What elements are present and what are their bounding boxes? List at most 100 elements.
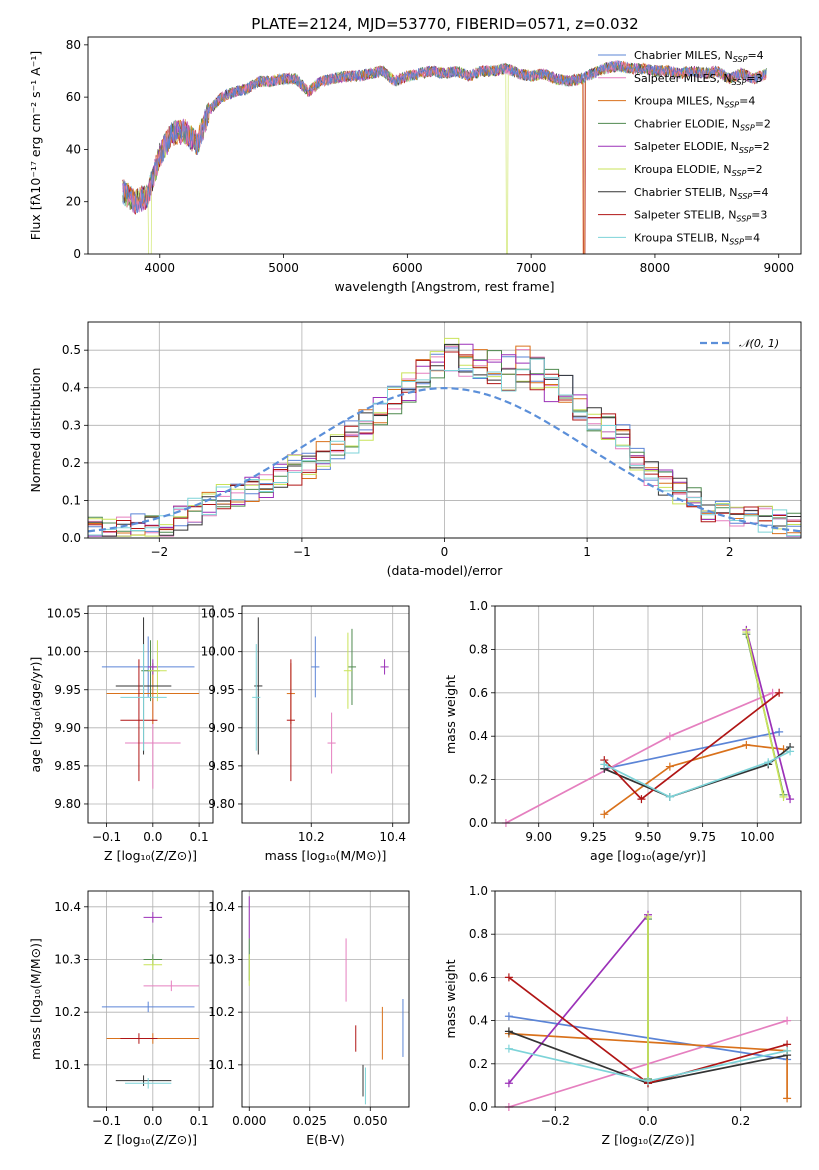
y-tick-label: 10.05 xyxy=(47,607,81,621)
legend-entry: Chabrier STELIB, NSSP=4 xyxy=(634,186,768,201)
x-tick-label: −0.1 xyxy=(92,1114,121,1128)
mass-vs-metallicity-panel: −0.1 0.0 0.1 10.1 10.2 10.3 10.4 Z [log₁₀(Z/Z⊙)… xyxy=(28,890,214,1147)
legend-entry: Kroupa MILES, NSSP=4 xyxy=(634,95,755,110)
y-tick-label: 0.6 xyxy=(469,970,488,984)
x-tick-label: 6000 xyxy=(392,261,423,275)
y-tick-label: 60 xyxy=(66,90,81,104)
normal-curve xyxy=(88,386,801,533)
axes-frame xyxy=(241,890,410,1108)
weight-marker xyxy=(644,1077,652,1086)
x-tick-label: −0.1 xyxy=(92,830,121,844)
axes-frame xyxy=(87,605,214,824)
legend-entry: 𝒩(0, 1) xyxy=(739,337,779,350)
y-tick-label: 9.95 xyxy=(208,683,235,697)
y-tick-label: 0.6 xyxy=(469,686,488,700)
legend-entry: Kroupa STELIB, NSSP=4 xyxy=(634,231,760,246)
histogram-step xyxy=(88,351,801,533)
weight-marker xyxy=(783,1016,792,1025)
x-tick-label: 0.1 xyxy=(190,830,209,844)
x-tick-label: 8000 xyxy=(640,261,671,275)
y-tick-label: 10.00 xyxy=(201,645,235,659)
x-axis-label: age [log₁₀(age/yr)] xyxy=(590,848,706,863)
x-tick-label: 0.2 xyxy=(731,1114,750,1128)
y-axis-label: mass weight xyxy=(443,675,458,754)
weight-marker xyxy=(786,795,795,804)
x-tick-label: 9.75 xyxy=(689,830,716,844)
x-tick-label: −1 xyxy=(293,545,311,559)
y-tick-label: 9.90 xyxy=(54,721,81,735)
weight-marker xyxy=(665,762,674,771)
y-tick-label: 9.85 xyxy=(208,759,235,773)
weight-marker xyxy=(504,1079,513,1088)
y-tick-label: 10.1 xyxy=(54,1058,81,1072)
x-tick-label: 0.1 xyxy=(190,1114,209,1128)
axes-frame xyxy=(494,605,802,824)
y-tick-label: 9.85 xyxy=(54,759,81,773)
legend-entry: Chabrier ELODIE, NSSP=2 xyxy=(634,117,771,132)
figure-title: PLATE=2124, MJD=53770, FIBERID=0571, z=0… xyxy=(251,15,638,33)
y-axis-label: Normed distribution xyxy=(28,368,43,493)
y-axis-label: Flux [fλ10⁻¹⁷ erg cm⁻² s⁻¹ A⁻¹] xyxy=(28,51,43,240)
y-axis-label: age [log₁₀(age/yr)] xyxy=(28,657,43,773)
weight-marker xyxy=(742,628,751,637)
legend-entry: Salpeter MILES, NSSP=3 xyxy=(634,72,763,87)
y-tick-label: 80 xyxy=(66,38,81,52)
weight-line xyxy=(508,914,649,1084)
y-tick-label: 0.2 xyxy=(469,773,488,787)
weight-line xyxy=(745,631,785,798)
y-tick-label: 9.90 xyxy=(208,721,235,735)
x-tick-label: −0.2 xyxy=(541,1114,570,1128)
weight-line xyxy=(603,746,791,798)
x-tick-label: −2 xyxy=(150,545,168,559)
axes-frame xyxy=(494,890,802,1108)
weight-marker xyxy=(504,1027,513,1036)
y-tick-label: 10.4 xyxy=(208,900,235,914)
y-tick-label: 0.0 xyxy=(62,531,81,545)
x-tick-label: 5000 xyxy=(268,261,299,275)
y-tick-label: 0.5 xyxy=(62,343,81,357)
axes-frame xyxy=(87,321,802,539)
y-tick-label: 0.1 xyxy=(62,493,81,507)
y-tick-label: 40 xyxy=(66,142,81,156)
y-tick-label: 0.0 xyxy=(469,1100,488,1114)
weight-marker xyxy=(504,1044,513,1053)
x-tick-label: 0 xyxy=(441,545,449,559)
axes-frame xyxy=(87,36,802,255)
x-axis-label: E(B-V) xyxy=(306,1132,345,1147)
x-tick-label: 2 xyxy=(726,545,734,559)
y-tick-label: 0.4 xyxy=(62,381,81,395)
x-tick-label: 0.050 xyxy=(353,1114,387,1128)
weight-marker xyxy=(644,912,652,921)
weight-marker xyxy=(783,1046,792,1055)
x-tick-label: 9.50 xyxy=(635,830,662,844)
x-tick-label: 7000 xyxy=(516,261,547,275)
mass-vs-ebv-panel: 0.000 0.025 0.050 10.1 10.2 10.3 10.4 E(B-V) xyxy=(208,890,410,1147)
y-tick-label: 0.8 xyxy=(469,642,488,656)
x-tick-label: 0.0 xyxy=(638,1114,657,1128)
weight-line xyxy=(745,629,791,800)
weight-marker xyxy=(775,727,784,736)
y-tick-label: 10.4 xyxy=(54,900,81,914)
age-vs-metallicity-panel: −0.1 0.0 0.1 9.80 9.85 9.90 9.95 10.00 10.05 Z [l… xyxy=(28,605,214,863)
x-axis-label: wavelength [Angstrom, rest frame] xyxy=(334,279,554,294)
y-tick-label: 10.3 xyxy=(54,952,81,966)
spectrum-panel: 4000 5000 6000 7000 8000 9000 0 20 40 60 80 wavelen… xyxy=(28,36,802,294)
x-tick-label: 0.0 xyxy=(143,830,162,844)
y-tick-label: 10.2 xyxy=(54,1005,81,1019)
x-tick-label: 0.000 xyxy=(232,1114,266,1128)
x-axis-label: Z [log₁₀(Z/Z⊙)] xyxy=(602,1132,695,1147)
y-tick-label: 0 xyxy=(73,247,81,261)
y-tick-label: 9.95 xyxy=(54,683,81,697)
y-axis-label: mass weight xyxy=(443,959,458,1038)
weight-marker xyxy=(600,760,609,769)
x-tick-label: 0.025 xyxy=(293,1114,327,1128)
x-axis-label: mass [log₁₀(M/M⊙)] xyxy=(265,848,387,863)
weight-marker xyxy=(637,795,646,804)
y-tick-label: 1.0 xyxy=(469,599,488,613)
age-vs-mass-panel: 10.2 10.4 9.80 9.85 9.90 9.95 10.00 10.05 mass [… xyxy=(201,605,410,863)
legend-entry: Salpeter ELODIE, NSSP=2 xyxy=(634,140,770,155)
weight-marker xyxy=(504,1012,513,1021)
weight-marker xyxy=(665,792,674,801)
y-tick-label: 10.00 xyxy=(47,645,81,659)
y-tick-label: 0.2 xyxy=(62,456,81,470)
